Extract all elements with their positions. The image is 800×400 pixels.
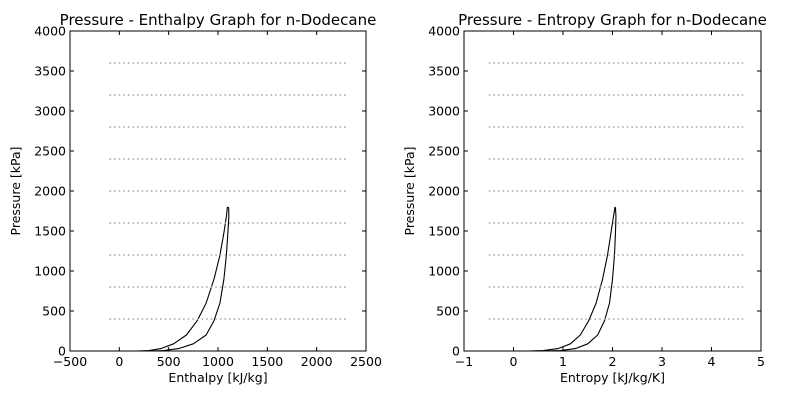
x-tick-label: 4 (708, 354, 716, 369)
y-tick-label: 1000 (428, 264, 460, 279)
x-axis-label: Entropy [kJ/kg/K] (560, 370, 665, 385)
y-tick-label: 1000 (34, 264, 66, 279)
y-tick-label: 3000 (34, 104, 66, 119)
y-tick-label: 3000 (428, 104, 460, 119)
x-tick-label: 2000 (301, 354, 333, 369)
x-tick-label: 1 (559, 354, 567, 369)
x-tick-label: 0 (510, 354, 518, 369)
x-tick-label: −1 (455, 354, 473, 369)
saturated-liquid-curve (136, 206, 228, 352)
y-tick-label: 4000 (428, 24, 460, 39)
y-tick-label: 500 (436, 304, 460, 319)
y-tick-label: 2000 (34, 184, 66, 199)
y-tick-label: 1500 (34, 224, 66, 239)
y-tick-label: 0 (58, 344, 66, 359)
x-tick-label: −500 (53, 354, 87, 369)
x-tick-label: 5 (757, 354, 765, 369)
y-tick-label: 3500 (34, 64, 66, 79)
x-tick-label: 3 (658, 354, 666, 369)
x-tick-label: 1000 (202, 354, 234, 369)
y-tick-label: 500 (42, 304, 66, 319)
pressure-entropy-chart: −1 0 1 2 3 4 505001000150020002500300035004000… (402, 11, 767, 385)
y-tick-label: 2500 (34, 144, 66, 159)
pressure-enthalpy-chart: −500 0 500 1000 1500 2000 25000500100015002000… (8, 11, 382, 385)
y-axis-label: Pressure [kPa] (402, 147, 417, 236)
y-tick-label: 0 (452, 344, 460, 359)
y-tick-label: 2000 (428, 184, 460, 199)
x-tick-label: 500 (157, 354, 181, 369)
y-tick-label: 4000 (34, 24, 66, 39)
y-tick-label: 2500 (428, 144, 460, 159)
y-tick-label: 3500 (428, 64, 460, 79)
saturated-liquid-curve (528, 206, 616, 352)
saturated-vapor-curve (148, 206, 230, 352)
x-tick-label: 0 (115, 354, 123, 369)
y-axis-label: Pressure [kPa] (8, 147, 23, 236)
x-axis-label: Enthalpy [kJ/kg] (168, 370, 267, 385)
chart-title: Pressure - Entropy Graph for n-Dodecane (458, 11, 767, 29)
x-tick-label: 2500 (350, 354, 382, 369)
x-tick-label: 2 (609, 354, 617, 369)
chart-title: Pressure - Enthalpy Graph for n-Dodecane (60, 11, 377, 29)
y-tick-label: 1500 (428, 224, 460, 239)
x-tick-label: 1500 (251, 354, 283, 369)
saturated-vapor-curve (543, 206, 617, 352)
